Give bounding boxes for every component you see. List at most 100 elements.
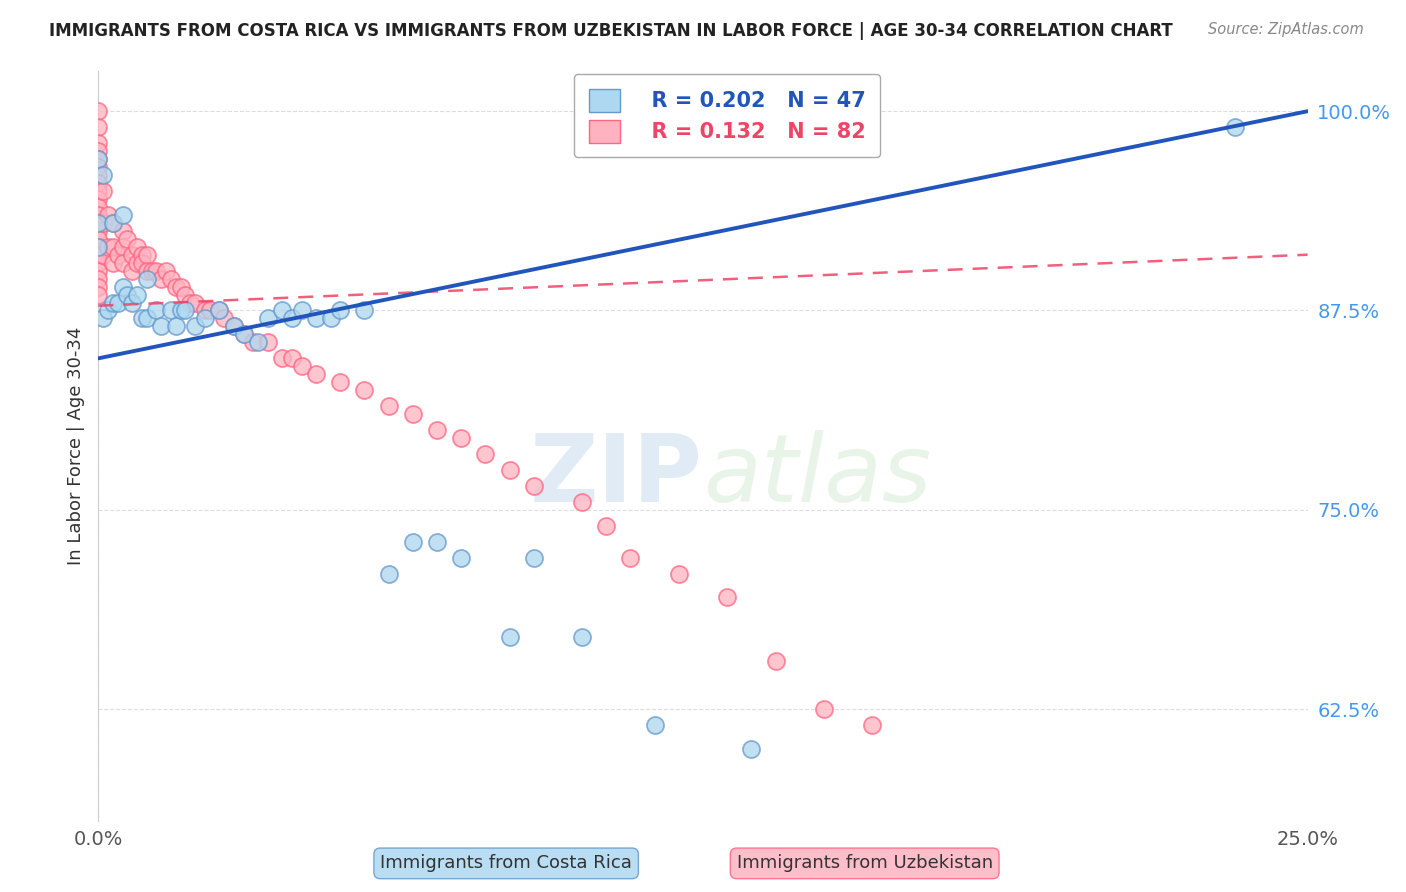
Point [353,303,375,318]
Point [212,311,235,326]
Point [87,208,110,222]
Point [121,248,143,262]
Text: IMMIGRANTS FROM COSTA RICA VS IMMIGRANTS FROM UZBEKISTAN IN LABOR FORCE | AGE 30: IMMIGRANTS FROM COSTA RICA VS IMMIGRANTS… [49,22,1173,40]
Point [135,263,157,277]
Text: ZIP: ZIP [530,430,703,522]
Point [644,718,666,732]
Point [319,311,342,326]
Point [150,271,173,285]
Point [571,495,593,509]
Point [87,192,110,206]
Point [131,248,153,262]
Point [141,263,163,277]
Point [111,240,134,254]
Point [281,351,304,366]
Point [87,216,110,230]
Point [87,224,110,238]
Point [117,232,139,246]
Point [174,303,197,318]
Point [87,104,110,119]
Point [232,327,254,342]
Point [169,303,191,318]
Point [91,216,114,230]
Point [377,399,399,413]
Point [271,303,294,318]
Point [179,295,201,310]
Point [135,311,157,326]
Point [198,303,221,318]
Point [87,184,110,198]
Point [450,431,472,445]
Point [87,160,110,174]
Point [668,566,690,581]
Point [377,566,399,581]
Point [571,630,593,644]
Point [135,271,157,285]
Point [87,255,110,269]
Point [165,319,187,334]
Point [208,303,231,318]
Point [91,168,114,182]
Point [155,263,177,277]
Point [329,376,352,390]
Point [194,303,217,318]
Legend:   R = 0.202   N = 47,   R = 0.132   N = 82: R = 0.202 N = 47, R = 0.132 N = 82 [574,74,880,157]
Point [523,479,546,493]
Point [474,447,496,461]
Point [1223,120,1246,135]
Point [498,630,520,644]
Point [523,550,546,565]
Point [111,224,134,238]
Point [169,279,191,293]
Text: Immigrants from Uzbekistan: Immigrants from Uzbekistan [737,855,993,872]
Point [194,311,217,326]
Point [87,120,110,135]
Point [353,383,375,397]
Point [450,550,472,565]
Point [619,550,641,565]
Point [87,271,110,285]
Point [813,702,835,716]
Point [498,463,520,477]
Point [87,216,110,230]
Point [165,279,187,293]
Text: atlas: atlas [703,431,931,522]
Point [97,303,120,318]
Point [160,303,183,318]
Point [111,279,134,293]
Point [131,311,153,326]
Point [107,295,129,310]
Point [117,287,139,301]
Point [87,232,110,246]
Point [87,240,110,254]
Point [127,287,149,301]
Point [860,718,883,732]
Point [101,216,124,230]
Point [305,311,328,326]
Point [97,240,120,254]
Point [426,534,449,549]
Point [765,654,787,668]
Point [107,248,129,262]
Point [290,303,312,318]
Point [101,295,124,310]
Point [329,303,352,318]
Text: Source: ZipAtlas.com: Source: ZipAtlas.com [1208,22,1364,37]
Point [91,184,114,198]
Point [184,295,207,310]
Point [208,303,231,318]
Point [87,136,110,150]
Point [232,327,254,342]
Point [150,319,173,334]
Point [174,287,197,301]
Point [716,591,738,605]
Point [127,255,149,269]
Point [256,335,278,350]
Point [242,335,264,350]
Point [87,152,110,166]
Point [135,248,157,262]
Point [87,240,110,254]
Point [87,200,110,214]
Point [87,287,110,301]
Point [101,216,124,230]
